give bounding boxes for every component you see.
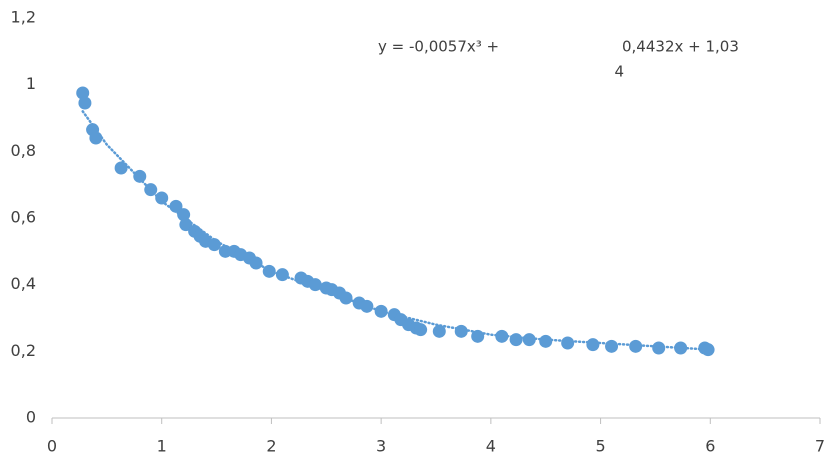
data-point bbox=[605, 339, 619, 353]
x-tick-label: 5 bbox=[595, 437, 605, 456]
data-point bbox=[144, 183, 158, 197]
y-tick-label: 0,4 bbox=[11, 274, 36, 293]
data-point bbox=[308, 278, 322, 292]
data-point bbox=[701, 343, 715, 357]
data-point bbox=[414, 323, 428, 337]
data-point bbox=[177, 208, 191, 222]
data-point bbox=[652, 341, 666, 355]
data-point bbox=[629, 339, 643, 353]
x-tick-label: 3 bbox=[376, 437, 386, 456]
y-tick-label: 1 bbox=[26, 74, 36, 93]
trendline-equation: 4 bbox=[614, 63, 624, 81]
x-tick-label: 7 bbox=[815, 437, 825, 456]
x-tick-label: 6 bbox=[705, 437, 715, 456]
data-point bbox=[539, 334, 553, 348]
data-point bbox=[133, 169, 147, 183]
data-point bbox=[169, 199, 183, 213]
data-point bbox=[561, 336, 575, 350]
data-point bbox=[249, 256, 263, 270]
data-point bbox=[155, 191, 169, 205]
data-point bbox=[76, 86, 90, 100]
data-point bbox=[454, 324, 468, 338]
data-point bbox=[674, 341, 688, 355]
data-point bbox=[432, 324, 446, 338]
data-point bbox=[509, 333, 523, 347]
data-point bbox=[471, 329, 485, 343]
trendline-equation: y = -0,0057x³ + bbox=[378, 38, 499, 56]
data-point bbox=[339, 291, 353, 305]
data-point bbox=[78, 96, 92, 110]
x-tick-label: 2 bbox=[266, 437, 276, 456]
data-point bbox=[262, 264, 276, 278]
x-tick-label: 0 bbox=[47, 437, 57, 456]
data-point bbox=[522, 333, 536, 347]
trendline-equation: 0,4432x + 1,03 bbox=[622, 38, 739, 56]
data-point bbox=[89, 131, 103, 145]
y-tick-label: 0,2 bbox=[11, 341, 36, 360]
x-tick-label: 4 bbox=[486, 437, 496, 456]
data-point bbox=[374, 304, 388, 318]
data-point bbox=[207, 238, 221, 252]
data-point bbox=[495, 329, 509, 343]
y-tick-label: 0 bbox=[26, 408, 36, 427]
data-point bbox=[360, 299, 374, 313]
data-point bbox=[586, 338, 600, 352]
equation-mask bbox=[512, 30, 620, 82]
y-tick-label: 0,6 bbox=[11, 208, 36, 227]
data-point bbox=[275, 268, 289, 282]
data-point bbox=[114, 161, 128, 175]
y-tick-label: 0,8 bbox=[11, 141, 36, 160]
x-tick-label: 1 bbox=[157, 437, 167, 456]
y-tick-label: 1,2 bbox=[11, 8, 36, 27]
